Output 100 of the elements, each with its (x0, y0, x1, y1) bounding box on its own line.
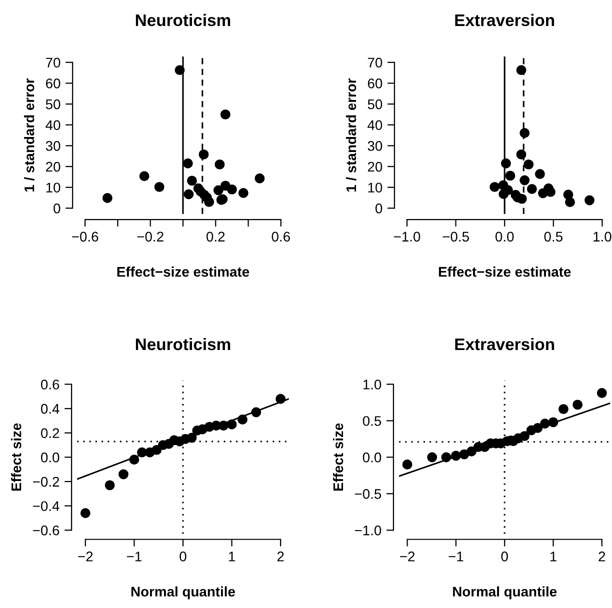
x-tick-label: 1 (228, 552, 235, 562)
point (540, 418, 550, 429)
chart-title: Extraversion (455, 338, 554, 350)
y-tick-label: 0.0 (362, 452, 382, 462)
point (402, 460, 412, 470)
chart-title: Extraversion (455, 14, 554, 26)
x-tick-label: −2 (400, 552, 415, 562)
y-axis-title: Effect size (332, 423, 344, 491)
y-tick-label: 50 (368, 99, 382, 110)
x-tick-label: 2 (598, 552, 606, 562)
point (441, 452, 452, 462)
point (558, 404, 568, 414)
y-tick-label: 1.0 (363, 380, 382, 390)
chart-title: Neuroticism (136, 14, 230, 26)
x-tick-label: −1.0 (394, 232, 420, 242)
y-tick-label: −0.2 (33, 476, 60, 487)
chart-title: Neuroticism (136, 338, 230, 350)
y-tick-label: 40 (368, 120, 382, 130)
x-tick-label: 1.0 (594, 232, 612, 242)
point (184, 189, 194, 200)
point (226, 184, 237, 194)
y-tick-label: −0.5 (354, 489, 382, 499)
point (565, 197, 575, 208)
y-tick-label: 0.5 (362, 416, 382, 426)
point (104, 480, 115, 490)
y-tick-label: −0.6 (33, 526, 60, 536)
point (276, 394, 286, 404)
y-tick-label: 50 (46, 99, 60, 110)
y-tick-label: 20 (46, 162, 60, 172)
point (584, 195, 594, 206)
point (118, 469, 128, 480)
point (226, 419, 237, 430)
x-tick-label: −0.5 (442, 232, 469, 242)
point (450, 450, 461, 461)
point (139, 171, 150, 182)
point (500, 158, 511, 168)
x-tick-label: 0.6 (272, 232, 290, 242)
y-tick-label: −0.4 (33, 501, 60, 512)
y-axis-title: 1 / standard error (24, 78, 34, 192)
y-tick-label: 30 (368, 141, 382, 151)
point (254, 173, 265, 184)
point (526, 184, 537, 194)
y-tick-label: 40 (46, 120, 60, 130)
y-tick-label: 30 (46, 141, 60, 151)
y-tick-label: 70 (368, 58, 382, 68)
point (466, 446, 476, 456)
x-axis-title: Normal quantile (453, 586, 557, 600)
point (186, 176, 197, 186)
y-tick-label: −1.0 (354, 526, 382, 536)
point (174, 65, 185, 76)
point (102, 193, 112, 203)
point (524, 159, 534, 170)
point (520, 431, 530, 442)
point (182, 158, 193, 168)
point (538, 188, 548, 198)
point (218, 420, 228, 431)
point (186, 432, 197, 443)
point (534, 169, 545, 179)
point (80, 508, 90, 518)
x-axis-title: Effect−size estimate (438, 266, 571, 277)
point (220, 109, 230, 120)
point (516, 194, 527, 204)
y-tick-label: 20 (368, 162, 382, 172)
y-axis-title: 1 / standard error (346, 78, 356, 192)
y-tick-label: 0.6 (40, 380, 60, 390)
y-tick-label: 60 (46, 78, 60, 88)
point (251, 407, 262, 418)
point (213, 185, 224, 196)
x-axis-title: Effect−size estimate (117, 266, 250, 277)
y-tick-label: 10 (46, 182, 60, 193)
point (505, 170, 516, 181)
x-tick-label: 0 (180, 552, 186, 562)
point (520, 128, 530, 138)
point (516, 149, 526, 160)
point (154, 182, 164, 192)
x-tick-label: 0.0 (495, 232, 514, 242)
point (214, 159, 225, 170)
y-tick-label: 0.0 (40, 452, 60, 462)
point (516, 65, 526, 76)
point (198, 149, 209, 160)
point (238, 414, 248, 424)
point (204, 196, 214, 207)
x-tick-label: −1 (126, 552, 142, 562)
point (532, 423, 543, 434)
y-tick-label: 0.2 (40, 428, 60, 438)
x-tick-label: 0 (501, 552, 508, 562)
x-tick-label: −0.2 (137, 232, 164, 242)
point (572, 400, 583, 410)
x-tick-label: 0.2 (206, 232, 225, 242)
point (238, 188, 248, 198)
y-tick-label: 60 (368, 78, 382, 88)
x-tick-label: −2 (78, 552, 93, 562)
x-axis-title: Normal quantile (131, 586, 235, 600)
x-tick-label: −0.6 (72, 232, 98, 242)
point (520, 175, 530, 186)
point (427, 452, 438, 462)
x-tick-label: 2 (277, 552, 284, 562)
point (129, 454, 140, 465)
y-tick-label: 0.4 (40, 404, 60, 414)
point (596, 388, 607, 398)
